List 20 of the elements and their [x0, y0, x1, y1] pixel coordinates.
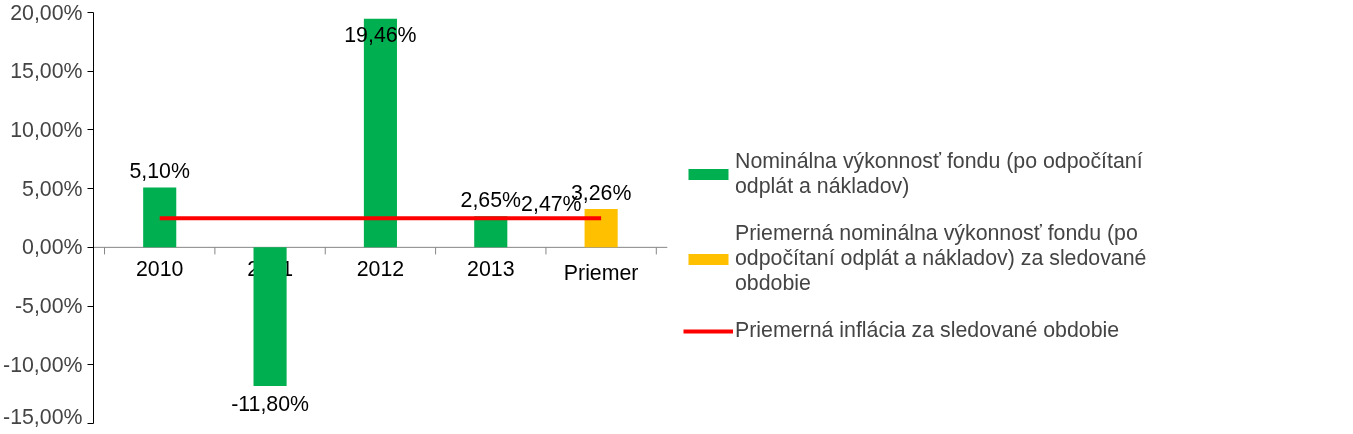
x-tick-label: Priemer: [563, 261, 639, 286]
bar: [584, 209, 618, 248]
bar: [143, 187, 177, 248]
y-tick-label: 15,00%: [10, 59, 83, 84]
y-tick-label: -5,00%: [14, 294, 83, 319]
y-tick-label: -10,00%: [3, 352, 83, 377]
data-label: -11,80%: [231, 391, 310, 416]
x-tick-label: 2010: [135, 257, 184, 282]
x-tick-label: 2012: [356, 257, 405, 282]
legend-label: Priemerná nominálna výkonnosť fondu (po odpočítaní odplát a nákladov) za sledované obdobie: [735, 221, 1147, 296]
x-tick-label: 2013: [467, 257, 515, 282]
y-tick-label: 5,00%: [22, 176, 83, 201]
legend-label: Nominálna výkonnosť fondu (po odpočítaní odplát a nákladov): [735, 149, 1143, 199]
y-tick-label: 10,00%: [10, 117, 83, 142]
legend-label: Priemerná inflácia za sledované obdobie: [735, 318, 1120, 343]
data-label: 2,65%: [460, 188, 522, 213]
y-tick-label: 0,00%: [22, 235, 83, 260]
y-tick-label: -15,00%: [3, 404, 83, 429]
data-label: 5,10%: [129, 159, 190, 184]
y-tick-label: 20,00%: [10, 0, 83, 25]
